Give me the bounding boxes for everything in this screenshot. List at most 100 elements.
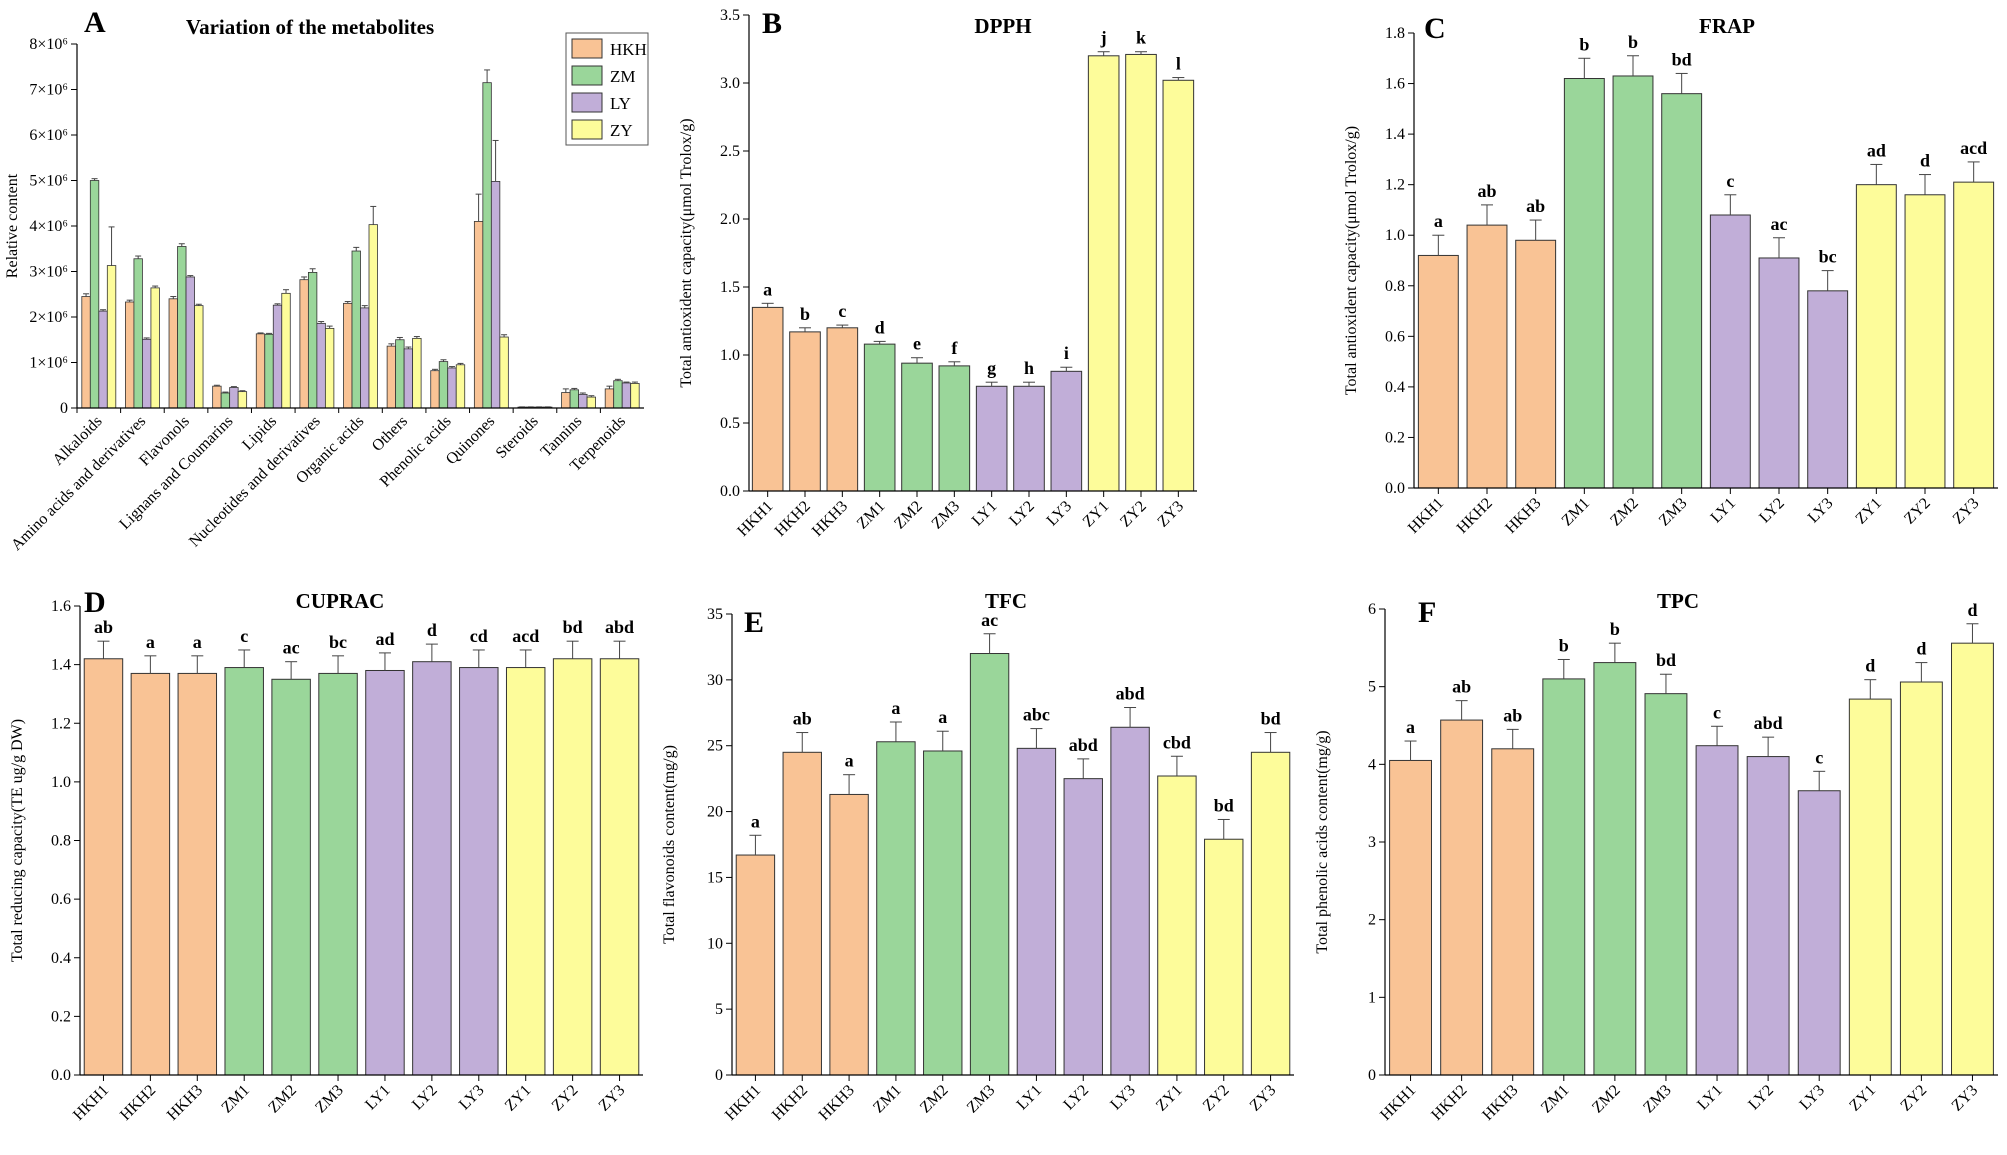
bar: [177, 672, 218, 1076]
y-tick-label: 0.6: [1385, 328, 1405, 345]
significance-label: abd: [1754, 713, 1783, 733]
significance-label: ab: [793, 709, 812, 729]
bar: [1612, 75, 1654, 489]
x-tick-label: HKH2: [1428, 1082, 1470, 1124]
bar: [829, 793, 869, 1076]
y-tick-label: 0.6: [51, 891, 71, 908]
significance-label: a: [891, 698, 900, 718]
bar-zy: [455, 364, 466, 409]
bar-zy: [194, 305, 204, 409]
x-tick-label: ZY3: [1247, 1082, 1280, 1115]
significance-label: bc: [329, 632, 347, 652]
x-tick-label: HKH2: [769, 1082, 811, 1124]
y-tick-label: 0: [60, 400, 68, 417]
y-tick-label: 5×10⁶: [29, 173, 68, 190]
x-tick-label: HKH1: [734, 498, 776, 540]
bar-ly: [98, 310, 108, 409]
significance-label: d: [1967, 600, 1977, 620]
panel-b: B DPPH Total antioxident capacity(μmol Tro…: [678, 7, 1197, 540]
chart-title: TFC: [985, 589, 1027, 613]
y-tick-label: 1.6: [1385, 76, 1405, 93]
bar: [1644, 693, 1688, 1076]
significance-label: b: [1579, 34, 1589, 54]
bar: [505, 667, 546, 1076]
significance-label: cbd: [1163, 732, 1191, 752]
significance-label: ac: [981, 610, 998, 630]
significance-label: ad: [1867, 140, 1886, 160]
y-tick-label: 4: [1368, 756, 1376, 773]
bar-ly: [185, 276, 195, 409]
significance-label: d: [1865, 656, 1875, 676]
significance-label: a: [751, 811, 760, 831]
significance-label: a: [193, 632, 202, 652]
bar-hkh: [212, 385, 222, 409]
x-tick-label: LY3: [1805, 495, 1837, 527]
bar: [318, 672, 358, 1076]
y-tick-label: 2.5: [720, 143, 740, 160]
bar: [1466, 224, 1508, 489]
chart-title: Variation of the metabolites: [186, 15, 434, 39]
y-tick-label: 0.4: [1385, 379, 1405, 396]
bar: [1250, 751, 1291, 1076]
bar: [1204, 838, 1244, 1076]
bar-zy: [106, 265, 117, 409]
x-tick-label: ZY1: [1080, 498, 1113, 531]
bar: [1661, 93, 1703, 489]
y-axis-label: Total flavonoids content(mg/g): [661, 745, 678, 944]
significance-label: b: [800, 304, 810, 324]
significance-label: abd: [1069, 735, 1098, 755]
bar: [1542, 678, 1586, 1076]
y-tick-label: 0.5: [720, 415, 740, 432]
x-tick-label: ZY2: [1901, 495, 1934, 528]
x-tick-label: LY3: [1796, 1082, 1828, 1114]
legend-label: HKH: [610, 40, 647, 59]
y-tick-label: 5: [1368, 679, 1376, 696]
bar: [751, 306, 784, 492]
bar: [901, 362, 933, 492]
x-tick-label: LY3: [456, 1082, 488, 1114]
significance-label: a: [938, 707, 947, 727]
x-tick-label: ZY3: [596, 1082, 629, 1115]
y-tick-label: 3.0: [720, 75, 740, 92]
y-tick-label: 15: [707, 869, 723, 886]
chart-title: FRAP: [1699, 14, 1755, 38]
y-tick-label: 20: [707, 804, 723, 821]
y-tick-label: 1.4: [51, 657, 71, 674]
x-tick-label: HKH3: [1479, 1082, 1521, 1124]
significance-label: c: [1815, 747, 1823, 767]
bar-hkh: [343, 302, 353, 409]
y-tick-label: 0.8: [1385, 278, 1405, 295]
bar: [1758, 257, 1800, 489]
legend-label: ZM: [610, 67, 636, 86]
y-tick-label: 1.6: [51, 598, 71, 615]
bar-zy: [368, 224, 378, 409]
bar-ly: [403, 348, 414, 409]
legend-swatch-hkh: [571, 38, 603, 59]
y-tick-label: 4×10⁶: [29, 218, 68, 235]
significance-label: bc: [1819, 247, 1837, 267]
legend-label: ZY: [610, 121, 633, 140]
panel-e: E TFC Total flavonoids content(mg/g) a HKH1 a…: [661, 589, 1294, 1124]
x-tick-label: ZM3: [312, 1082, 347, 1117]
x-tick-label: HKH3: [809, 498, 851, 540]
significance-label: a: [763, 279, 772, 299]
x-tick-label: Steroids: [493, 413, 542, 462]
bar: [1848, 698, 1892, 1076]
bar: [1013, 385, 1045, 492]
significance-label: a: [845, 751, 854, 771]
x-tick-label: HKH3: [164, 1082, 206, 1124]
significance-label: l: [1176, 54, 1181, 74]
x-tick-label: HKH2: [117, 1082, 159, 1124]
significance-label: abc: [1023, 705, 1050, 725]
x-tick-label: HKH1: [1377, 1082, 1419, 1124]
significance-label: a: [1434, 211, 1443, 231]
panel-c: C FRAP Total antioxident capacity(μmol Tro…: [1343, 12, 1998, 537]
bar-hkh: [561, 392, 571, 409]
x-tick-label: ZY1: [1852, 495, 1885, 528]
panel-letter: D: [84, 586, 106, 619]
significance-label: d: [1920, 151, 1930, 171]
significance-label: ab: [1526, 196, 1545, 216]
bar: [1417, 254, 1459, 489]
bar: [1515, 239, 1557, 489]
x-tick-label: ZM2: [891, 498, 926, 533]
